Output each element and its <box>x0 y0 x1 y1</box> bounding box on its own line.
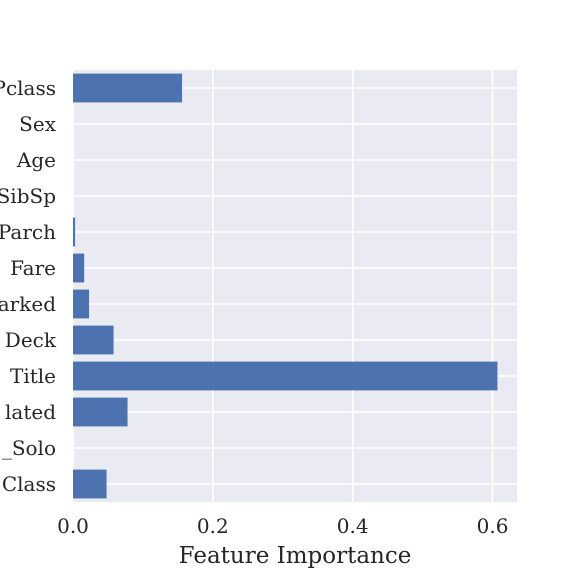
plot-background <box>73 70 517 502</box>
y-tick-label: Sex <box>19 112 57 136</box>
x-axis-title: Feature Importance <box>179 543 412 569</box>
y-tick-label: Parch <box>0 220 56 244</box>
bar-title <box>73 362 497 391</box>
bar-lated <box>73 398 128 427</box>
bar-deck <box>73 326 114 355</box>
bar-class <box>73 470 107 499</box>
y-tick-label: Fare <box>10 256 56 280</box>
y-tick-label: lated <box>5 400 56 424</box>
x-tick-label: 0.4 <box>337 514 369 538</box>
x-tick-label: 0.0 <box>57 514 89 538</box>
y-tick-label: Age <box>16 148 56 172</box>
x-tick-label: 0.6 <box>477 514 509 538</box>
y-tick-label: Deck <box>5 328 57 352</box>
x-tick-label: 0.2 <box>197 514 229 538</box>
y-tick-label: Class <box>2 472 56 496</box>
y-tick-label: Pclass <box>0 76 56 100</box>
y-tick-label: arked <box>0 292 56 316</box>
bar-pclass <box>73 74 182 103</box>
bar-arked <box>73 290 89 319</box>
bar-parch <box>73 218 75 247</box>
y-tick-label: Title <box>10 364 56 388</box>
bar-fare <box>73 254 84 283</box>
x-tick-labels: 0.0 0.2 0.4 0.6 <box>57 514 508 538</box>
y-tick-label: _Solo <box>2 436 56 460</box>
y-tick-labels: Class _Solo lated Title Deck arked Fare Parch Si… <box>0 76 57 496</box>
y-tick-label: SibSp <box>0 184 56 208</box>
